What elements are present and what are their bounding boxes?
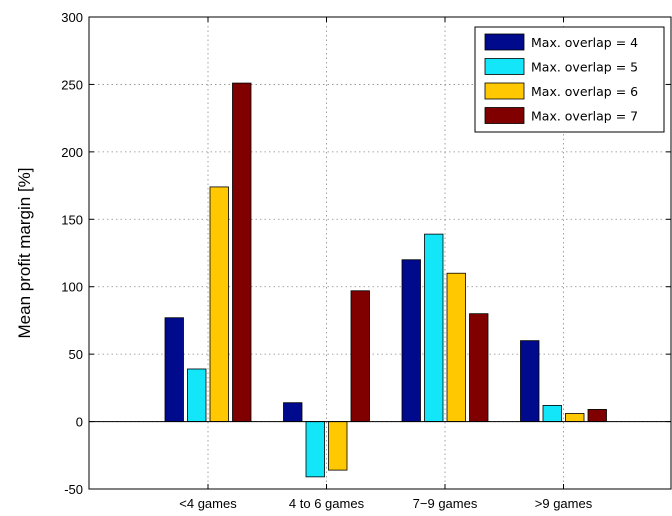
- bar-series-3-category-1: [209, 186, 229, 422]
- y-tick-label: 0: [76, 415, 83, 430]
- legend-swatch: [484, 82, 525, 100]
- x-tick-label: 4 to 6 games: [289, 496, 365, 511]
- legend-swatch: [484, 107, 525, 124]
- bar-series-2-category-1: [187, 368, 207, 422]
- bar-series-2-category-4: [542, 404, 562, 422]
- legend-entry-label: Max. overlap = 7: [531, 109, 638, 124]
- y-tick-label: 50: [69, 347, 83, 362]
- bars: [164, 82, 607, 478]
- y-axis-label: Mean profit margin [%]: [15, 167, 34, 338]
- x-tick-label: 7−9 games: [413, 496, 478, 511]
- bar-series-4-category-1: [232, 82, 252, 422]
- y-tick-label: 300: [61, 10, 83, 25]
- y-tick-label: 250: [61, 77, 83, 92]
- bar-series-3-category-4: [565, 413, 585, 422]
- bar-series-2-category-3: [424, 233, 444, 422]
- bar-series-4-category-4: [587, 409, 607, 422]
- y-tick-label: -50: [64, 482, 83, 497]
- y-tick-label: 150: [61, 212, 83, 227]
- bar-series-1-category-4: [520, 340, 540, 422]
- y-axis-ticks: -50 0 50 100 150 200 250 300: [61, 10, 671, 497]
- bar-series-3-category-2: [328, 421, 348, 471]
- legend-swatch: [484, 33, 525, 51]
- bar-series-3-category-3: [446, 272, 466, 422]
- legend-entry-label: Max. overlap = 6: [531, 84, 638, 99]
- legend-entry-label: Max. overlap = 5: [531, 60, 638, 75]
- x-axis-ticks: <4 games 4 to 6 games 7−9 games >9 games: [179, 17, 593, 511]
- bar-series-4-category-3: [469, 313, 489, 422]
- legend-swatch: [484, 58, 525, 75]
- legend-entry-label: Max. overlap = 4: [531, 35, 638, 50]
- bar-series-1-category-2: [283, 402, 303, 422]
- x-tick-label: <4 games: [179, 496, 237, 511]
- bar-series-1-category-3: [401, 259, 421, 422]
- bar-series-4-category-2: [350, 290, 370, 422]
- bar-series-2-category-2: [305, 421, 325, 478]
- y-tick-label: 100: [61, 280, 83, 295]
- bar-series-1-category-1: [164, 317, 184, 422]
- plot-area-border: [88, 16, 672, 490]
- y-tick-label: 200: [61, 145, 83, 160]
- x-tick-label: >9 games: [535, 496, 593, 511]
- legend: Max. overlap = 4 Max. overlap = 5 Max. ove…: [474, 26, 665, 133]
